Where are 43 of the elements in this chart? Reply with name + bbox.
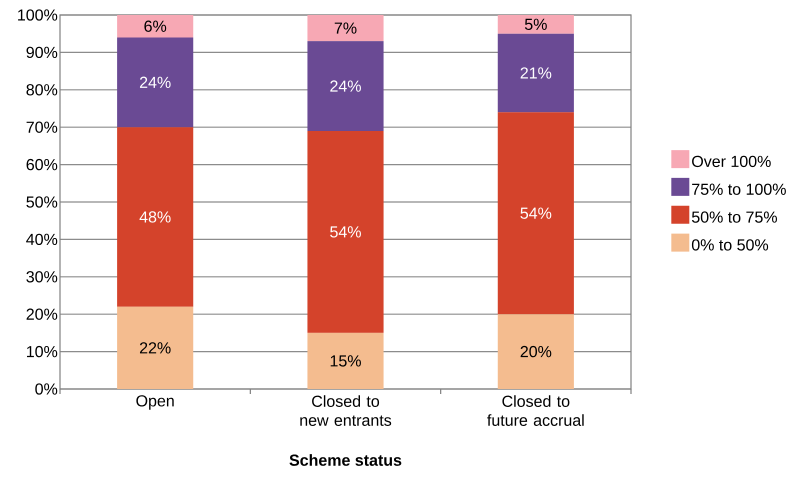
data-label: 5% <box>524 18 547 30</box>
bar <box>498 34 574 112</box>
y-tick-label: 40% <box>26 234 58 246</box>
y-tick-label: 80% <box>26 84 58 96</box>
legend-label: Over 100% <box>692 156 771 168</box>
bar <box>307 14 384 42</box>
legend-label: 0% to 50% <box>692 239 768 251</box>
bar <box>498 112 574 314</box>
bar <box>307 41 384 131</box>
data-label: 24% <box>140 76 171 88</box>
data-label: 22% <box>140 342 171 354</box>
bar <box>117 127 194 307</box>
bar <box>117 306 194 389</box>
y-tick-label: 20% <box>26 308 58 320</box>
bar <box>117 37 194 128</box>
y-tick-label: 100% <box>18 9 58 21</box>
data-label: 24% <box>330 80 361 92</box>
data-label: 54% <box>520 208 552 219</box>
x-tick-label: Closed to future accrual <box>487 395 584 426</box>
x-axis-title: Scheme status <box>290 454 402 466</box>
x-tick-label: Open <box>136 395 174 410</box>
data-label: 15% <box>330 355 361 367</box>
y-tick-label: 50% <box>26 196 58 208</box>
data-label: 7% <box>334 22 356 34</box>
data-label: 20% <box>520 346 552 358</box>
y-tick-label: 60% <box>26 158 58 170</box>
data-label: 6% <box>144 20 166 32</box>
data-label: 21% <box>520 67 552 79</box>
x-tick-label: Closed to new entrants <box>300 395 392 426</box>
y-tick-label: 70% <box>26 122 58 133</box>
legend-label: 50% to 75% <box>692 211 777 223</box>
y-tick-label: 0% <box>35 383 58 395</box>
y-tick-label: 90% <box>26 46 58 58</box>
bar <box>117 14 194 38</box>
bar <box>307 332 384 389</box>
bar <box>498 314 574 389</box>
y-tick-label: 10% <box>26 346 58 358</box>
bar <box>498 14 574 34</box>
bar <box>307 130 384 333</box>
y-tick-label: 30% <box>26 271 58 282</box>
data-label: 54% <box>330 226 361 238</box>
legend-label: 75% to 100% <box>692 184 786 195</box>
data-label: 48% <box>140 211 171 223</box>
